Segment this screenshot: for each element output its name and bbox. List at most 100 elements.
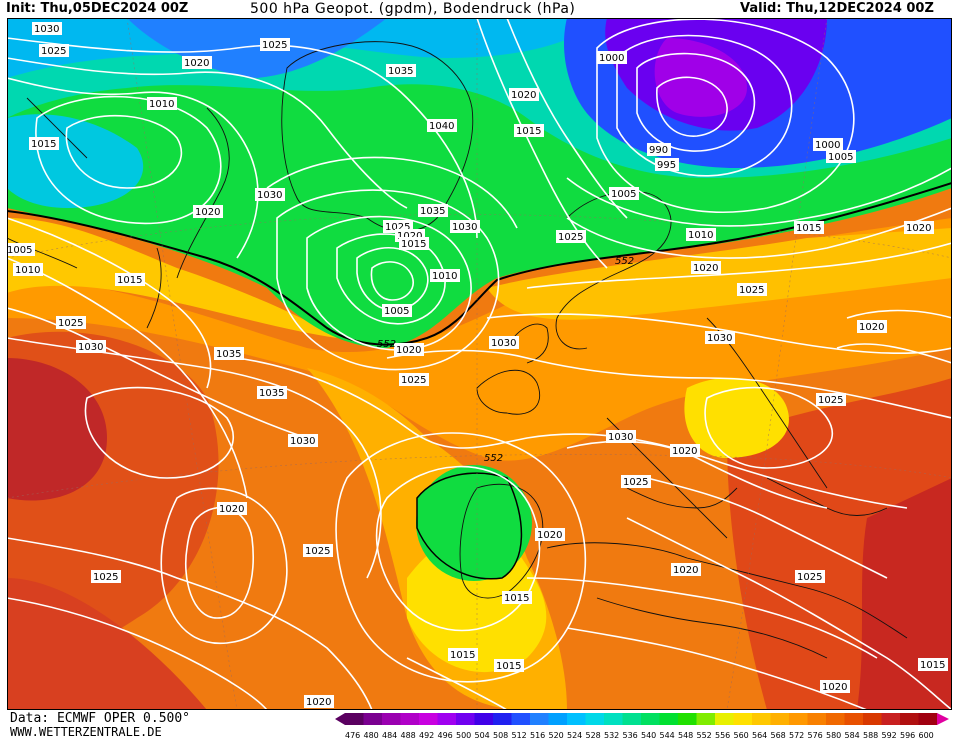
svg-text:1015: 1015 [496,661,521,672]
svg-text:1030: 1030 [452,222,477,233]
legend-swatch [382,713,401,725]
pressure-label: 990 [647,143,671,156]
legend-swatch [493,713,512,725]
svg-text:1025: 1025 [93,572,118,583]
pressure-label: 1040 [427,119,457,132]
blue-greenland-low [127,18,387,78]
svg-text:1020: 1020 [672,446,697,457]
pressure-label: 1015 [514,124,544,137]
svg-text:1030: 1030 [290,436,315,447]
legend-swatch [715,713,734,725]
weather-map[interactable]: 1030 1025 1020 1010 1015 1025 1035 1040 … [7,18,952,710]
legend-value-label: 520 [549,731,564,740]
legend-value-label: 540 [641,731,656,740]
pressure-label: 1035 [386,64,416,77]
svg-text:1030: 1030 [491,338,516,349]
pressure-label: 1020 [904,221,934,234]
svg-text:1025: 1025 [401,375,426,386]
height-contour-552-iberia [416,472,523,580]
svg-text:1000: 1000 [599,53,624,64]
pressure-label: 1035 [257,386,287,399]
svg-text:1030: 1030 [78,342,103,353]
pressure-label: 1030 [450,220,480,233]
legend-swatch [622,713,642,725]
pressure-label: 1010 [147,97,177,110]
svg-text:1010: 1010 [15,265,40,276]
svg-text:1020: 1020 [822,682,847,693]
pressure-label: 1030 [255,188,285,201]
svg-text:1015: 1015 [504,593,529,604]
svg-text:1030: 1030 [257,190,282,201]
pressure-label: 1015 [448,648,478,661]
chart-title: 500 hPa Geopot. (gpdm), Bodendruck (hPa) [250,1,576,17]
pressure-label: 1025 [303,544,333,557]
legend-value-label: 480 [364,731,379,740]
svg-text:1035: 1035 [216,349,241,360]
legend-swatch [918,713,938,725]
svg-text:1020: 1020 [219,504,244,515]
legend-swatch [345,713,364,725]
pressure-label: 1020 [857,320,887,333]
svg-text:1020: 1020 [537,530,562,541]
svg-text:1025: 1025 [797,572,822,583]
legend-right-arrow [937,713,949,725]
legend-left-arrow [335,713,345,725]
legend-value-label: 588 [863,731,878,740]
svg-text:1005: 1005 [828,152,853,163]
pressure-label: 1025 [91,570,121,583]
svg-text:1005: 1005 [7,245,32,256]
legend-swatch [400,713,420,725]
pressure-label: 1015 [29,137,59,150]
svg-text:1020: 1020 [306,697,331,708]
legend-value-label: 600 [919,731,934,740]
website-label: WWW.WETTERZENTRALE.DE [10,725,162,739]
deep-red-core [7,358,107,501]
pressure-label: 1020 [691,261,721,274]
svg-text:1020: 1020 [511,90,536,101]
pressure-label: 1025 [737,283,767,296]
svg-text:1020: 1020 [195,207,220,218]
legend-value-label: 500 [456,731,471,740]
pressure-label: 1015 [399,237,429,250]
red-southwest [7,578,207,710]
svg-text:1005: 1005 [611,189,636,200]
map-frame [7,18,952,710]
init-time-label: Init: Thu,05DEC2024 00Z [6,1,189,16]
legend-swatch [474,713,494,725]
svg-text:1020: 1020 [396,345,421,356]
legend-value-label: 592 [882,731,897,740]
svg-text:1030: 1030 [608,432,633,443]
svg-text:1025: 1025 [305,546,330,557]
legend-value-label: 576 [808,731,823,740]
legend-swatch [678,713,697,725]
legend-value-label: 584 [845,731,860,740]
pressure-label: 1005 [826,150,856,163]
legend-swatch [826,713,845,725]
svg-text:1020: 1020 [184,58,209,69]
svg-text:1020: 1020 [397,231,422,242]
svg-text:1025: 1025 [739,285,764,296]
pressure-label: 1035 [214,347,244,360]
legend-swatch [548,713,568,725]
legend-swatch [419,713,438,725]
height-labels: 552 552 552 [377,256,634,464]
svg-text:1015: 1015 [31,139,56,150]
svg-text:1025: 1025 [623,477,648,488]
legend-swatch [881,713,901,725]
svg-text:1030: 1030 [707,333,732,344]
legend-value-label: 552 [697,731,712,740]
legend-value-label: 556 [715,731,730,740]
pressure-label: 1025 [795,570,825,583]
legend-value-label: 484 [382,731,397,740]
svg-text:1025: 1025 [558,232,583,243]
svg-text:1035: 1035 [259,388,284,399]
pressure-label: 1010 [13,263,43,276]
lat-lon-grid [7,18,952,710]
pressure-label: 1025 [39,44,69,57]
legend-swatch [456,713,475,725]
svg-text:1005: 1005 [384,306,409,317]
legend-swatch [530,713,549,725]
legend-value-label: 492 [419,731,434,740]
height-label: 552 [484,453,503,464]
svg-text:1025: 1025 [262,40,287,51]
